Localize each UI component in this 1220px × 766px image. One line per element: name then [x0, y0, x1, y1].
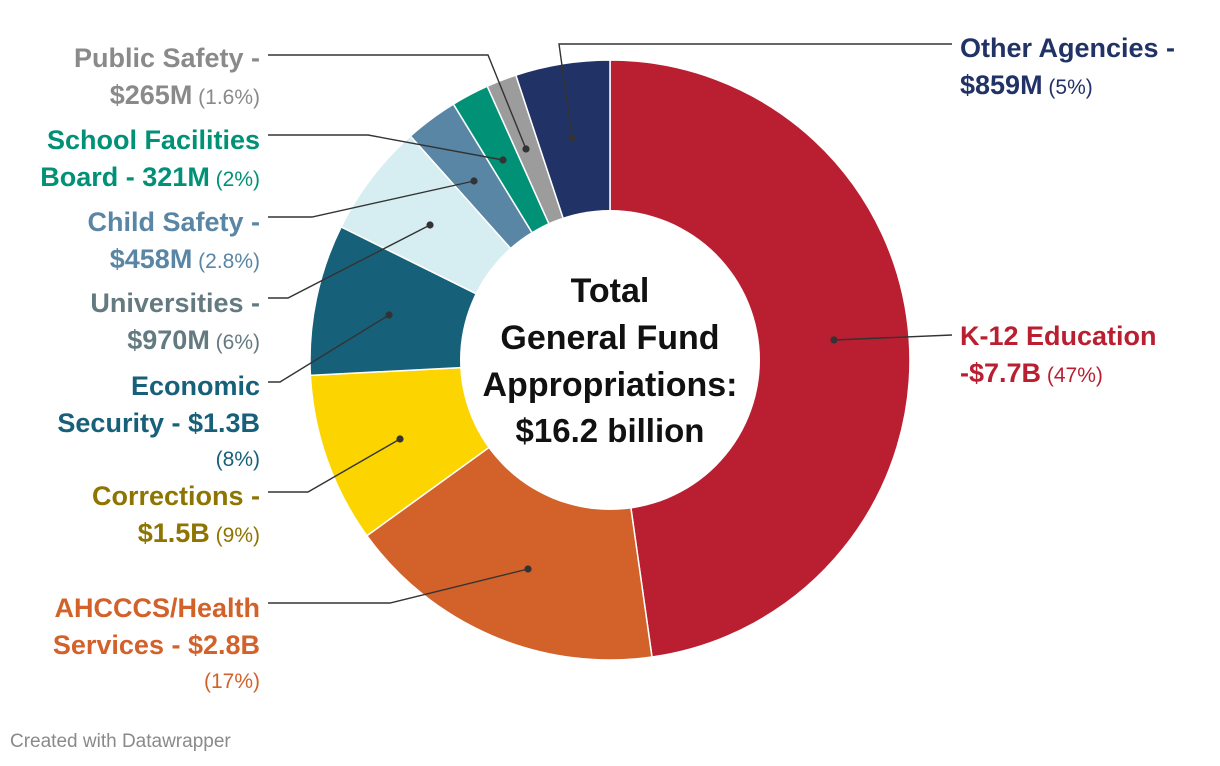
- leader-line-corrections: [268, 438, 401, 493]
- label-universities: Universities -$970M (6%): [90, 288, 260, 355]
- leader-dot-child-safety: [470, 177, 478, 185]
- leader-line-child-safety: [268, 180, 475, 218]
- label-child-safety: Child Safety -$458M (2.8%): [87, 207, 260, 274]
- leader-line-universities: [268, 224, 431, 299]
- label-ahcccs-health-services: AHCCCS/Health Services - $2.8B (17%): [53, 593, 260, 693]
- leader-dot-k-12-education: [830, 336, 838, 344]
- label-economic-security: Economic Security - $1.3B (8%): [57, 371, 260, 471]
- label-k-12-education: K-12 Education -$7.7B (47%): [960, 321, 1157, 388]
- leader-dot-universities: [426, 221, 434, 229]
- leader-line-economic-security: [268, 314, 390, 383]
- leader-line-ahcccs-health-services: [268, 568, 529, 604]
- center-label: Total General Fund Appropriations: $16.2…: [483, 272, 738, 449]
- leader-line-public-safety: [268, 54, 527, 150]
- center-line-1: Total: [571, 272, 650, 310]
- center-line-3: Appropriations:: [483, 366, 738, 404]
- leader-dot-ahcccs-health-services: [524, 565, 532, 573]
- leader-lines: [268, 43, 953, 604]
- label-corrections: Corrections -$1.5B (9%): [92, 481, 260, 548]
- leader-line-other-agencies: [558, 43, 952, 139]
- center-line-2: General Fund: [500, 319, 719, 357]
- label-school-facilities-board: School Facilities Board - 321M (2%): [40, 125, 260, 192]
- center-total-value: $16.2 billion: [516, 412, 705, 449]
- label-other-agencies: Other Agencies -$859M (5%): [960, 33, 1175, 100]
- credit-text: Created with Datawrapper: [10, 731, 231, 752]
- leader-line-school-facilities-board: [268, 134, 504, 161]
- donut-hole: [460, 210, 760, 510]
- leader-dot-corrections: [396, 435, 404, 443]
- leader-dot-economic-security: [385, 311, 393, 319]
- leader-dot-public-safety: [522, 145, 530, 153]
- leader-dot-other-agencies: [568, 134, 576, 142]
- slice-labels: K-12 Education -$7.7B (47%) AHCCCS/Health S…: [40, 33, 1175, 693]
- leader-line-k-12-education: [833, 334, 953, 341]
- label-public-safety: Public Safety -$265M (1.6%): [74, 43, 260, 110]
- leader-dot-school-facilities-board: [499, 156, 507, 164]
